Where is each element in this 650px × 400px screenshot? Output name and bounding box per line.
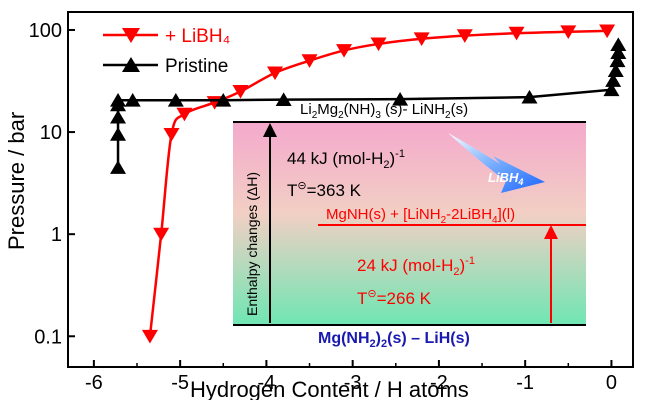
data-point [124, 93, 141, 107]
data-point [110, 127, 127, 141]
data-point [141, 329, 158, 344]
pristine-enthalpy-value: 44 kJ (mol-H2)-1 [287, 148, 405, 171]
ticks-layer: -6 -5 -4 -3 -2 -1 0 0.1 1 10 100 [29, 20, 617, 394]
data-point [267, 66, 284, 81]
data-point [413, 32, 430, 46]
x-tick-label: -4 [257, 372, 275, 394]
data-point [392, 91, 409, 106]
series-libh4 [141, 24, 616, 344]
data-point [301, 54, 318, 68]
data-point [215, 93, 232, 107]
top-level-label: Li2Mg2(NH)3 (s)- LiNH2(s) [300, 101, 468, 121]
data-point [609, 53, 626, 68]
data-point [275, 92, 292, 107]
data-point [110, 160, 127, 174]
data-point [560, 25, 577, 39]
y-tick-label: 100 [29, 20, 62, 42]
data-point [610, 37, 627, 51]
data-point [163, 127, 180, 142]
x-tick-label: -5 [171, 372, 189, 394]
x-tick-label: -3 [344, 372, 362, 394]
legend-pristine-marker [122, 57, 140, 72]
data-point [153, 227, 170, 242]
libh4-arrow-label: LiBH4 [488, 170, 523, 187]
libh4-temperature: T⊝=266 K [357, 288, 432, 308]
x-tick-label: -1 [516, 372, 534, 394]
data-point [603, 82, 620, 97]
data-point [110, 93, 127, 107]
data-point [599, 24, 616, 39]
data-point [521, 89, 538, 104]
y-axis-title: Pressure / bar [4, 112, 29, 250]
y-tick-label: 1 [51, 224, 62, 246]
data-point [110, 109, 127, 124]
legend: + LiBH₄ Pristine [103, 26, 231, 77]
data-point [370, 37, 387, 52]
pristine-temperature: T⊝=363 K [287, 180, 362, 200]
x-tick-label: -6 [85, 372, 103, 394]
libh4-enthalpy-value: 24 kJ (mol-H2)-1 [357, 255, 475, 278]
y-tick-label: 0.1 [34, 326, 62, 348]
data-point [176, 107, 193, 122]
legend-libh4-label: + LiBH₄ [165, 26, 231, 47]
x-tick-label: -2 [430, 372, 448, 394]
series-pristine [110, 37, 627, 174]
plot-frame [67, 11, 634, 368]
bottom-level-label: Mg(NH2)2(s) – LiH(s) [318, 330, 470, 350]
data-point [605, 73, 622, 87]
data-point [232, 85, 249, 99]
data-point [456, 29, 473, 43]
enthalpy-inset: LiBH4 Li2Mg2(NH)3 (s)- LiNH2(s) MgNH(s) … [233, 101, 586, 350]
legend-libh4-marker [122, 28, 140, 43]
data-point [508, 26, 525, 41]
middle-level-label: MgNH(s) + [LiNH2-2LiBH4](l) [326, 206, 515, 226]
x-axis-title: Hydrogen Content / H atoms [190, 377, 469, 400]
data-point [167, 93, 184, 107]
data-point [336, 44, 353, 58]
inset-gradient-background [233, 122, 586, 325]
libh4-effect-arrow-icon [448, 133, 545, 193]
legend-pristine-label: Pristine [165, 56, 228, 77]
series-layer [110, 24, 627, 344]
x-tick-label: 0 [606, 372, 617, 394]
data-point [607, 63, 624, 78]
energy-axis-label: Enthalpy changes (ΔH) [244, 172, 260, 316]
data-point [610, 45, 627, 60]
y-tick-label: 10 [40, 122, 62, 144]
